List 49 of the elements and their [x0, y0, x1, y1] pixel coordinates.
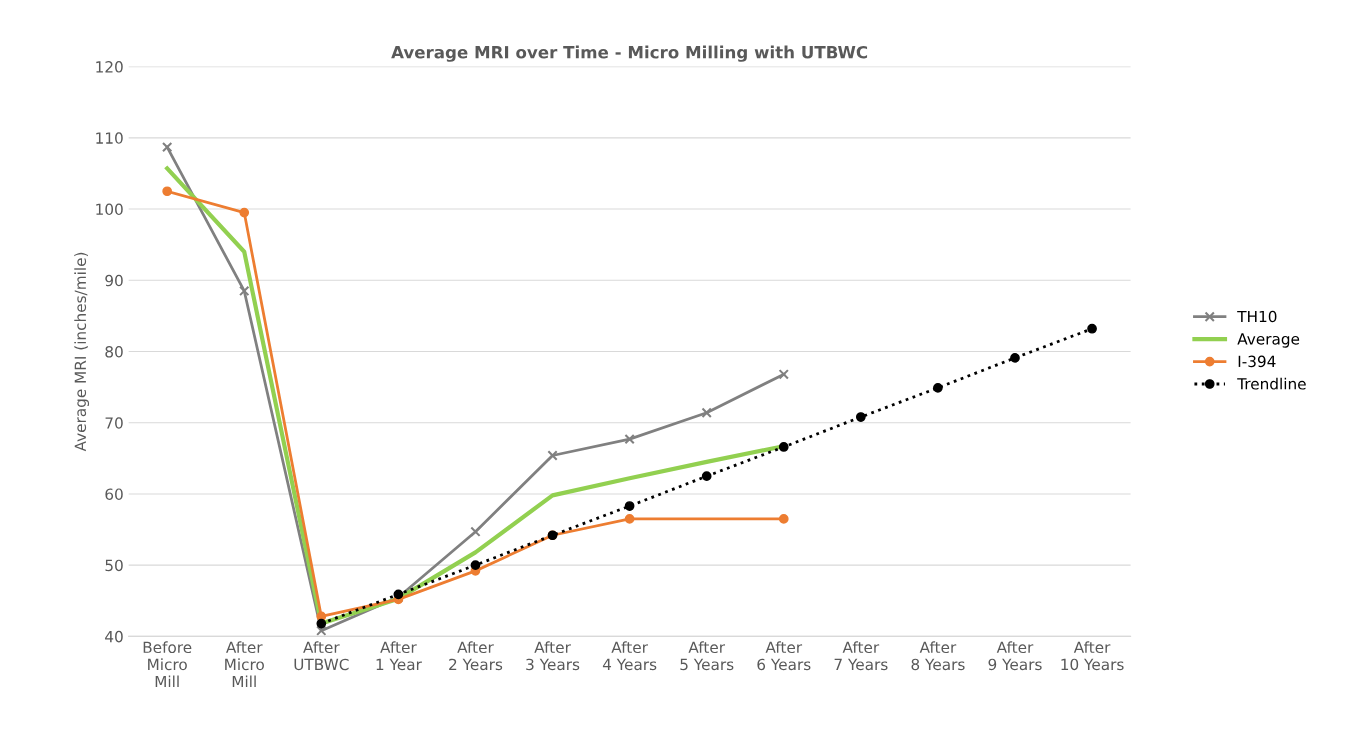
x-tick-label: Before Micro Mill: [143, 641, 192, 688]
x-tick-label: After 3 Years: [526, 641, 580, 671]
y-tick-label: 100: [96, 203, 123, 216]
point: [933, 382, 943, 393]
legend-label: Trendline: [1237, 377, 1306, 390]
x-tick-label: After 1 Year: [376, 641, 422, 671]
x-tick-label: After Micro Mill: [225, 641, 264, 688]
point: [470, 526, 481, 537]
point: [778, 514, 789, 524]
x-tick-label: After UTBWC: [294, 641, 349, 671]
x-tick-label: After 7 Years: [834, 641, 888, 671]
point: [239, 207, 250, 218]
chart-title: Average MRI over Time - Micro Milling with UTBWC: [391, 45, 868, 62]
point: [624, 433, 635, 445]
point: [624, 501, 635, 511]
x-tick-label: After 10 Years: [1061, 641, 1124, 671]
y-tick-label: 80: [105, 345, 123, 358]
legend-label: I-394: [1238, 355, 1276, 368]
point: [855, 412, 866, 422]
x-tick-label: After 6 Years: [757, 641, 811, 671]
legend-label: Average: [1237, 333, 1300, 348]
point: [316, 618, 327, 629]
legend-label: TH10: [1237, 310, 1277, 323]
y-tick-label: 60: [105, 488, 123, 500]
point: [316, 625, 327, 636]
point: [239, 285, 250, 297]
x-tick-label: After 8 Years: [911, 641, 965, 671]
y-tick-label: 120: [96, 61, 123, 73]
point: [624, 514, 635, 524]
x-tick-label: After 2 Years: [449, 641, 503, 671]
point: [547, 450, 558, 461]
y-axis-title: Average MRI (inches/mile): [74, 252, 90, 452]
y-tick-label: 110: [96, 132, 123, 144]
y-tick-label: 70: [105, 417, 123, 429]
point: [701, 407, 712, 418]
point: [778, 442, 789, 452]
y-tick-label: 90: [105, 274, 123, 287]
point: [1010, 353, 1020, 363]
x-tick-label: After 5 Years: [680, 641, 734, 671]
point: [1087, 323, 1097, 334]
point: [161, 141, 173, 153]
y-tick-label: 40: [105, 630, 123, 643]
point: [778, 369, 789, 380]
point: [162, 186, 173, 197]
x-tick-label: After 4 Years: [602, 641, 657, 671]
point: [470, 560, 481, 571]
x-tick-label: After 9 Years: [988, 641, 1042, 671]
y-tick-label: 50: [105, 559, 123, 572]
point: [701, 471, 712, 482]
